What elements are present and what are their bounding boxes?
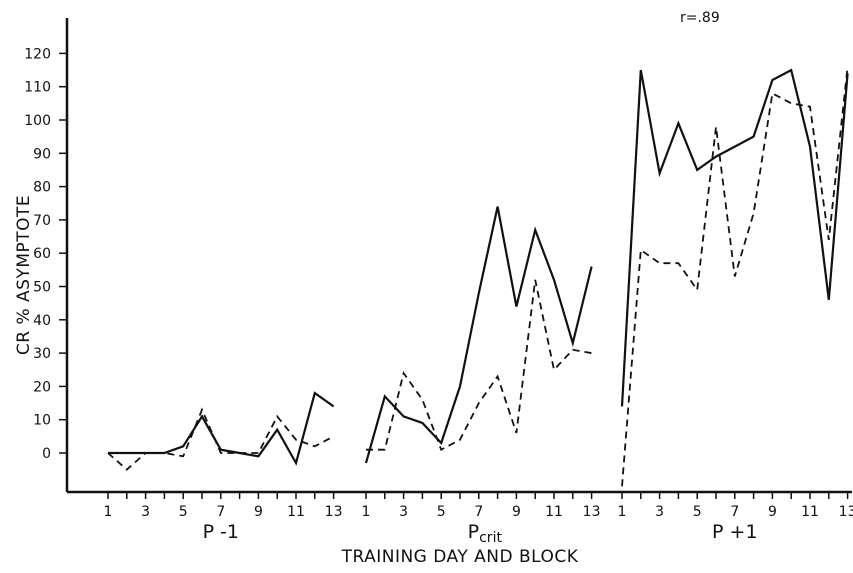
x-tick-label: 9	[254, 504, 263, 520]
x-axis-ticks: 1 3 5 7 9 11 13 1 3 5 7 9 11 13 1 3 5 7 9 11 13	[104, 492, 853, 520]
series-line-solid	[620, 68, 849, 407]
x-tick-label: 3	[655, 504, 664, 520]
y-tick-label: 20	[33, 379, 51, 395]
group-label: Pcrit	[468, 521, 503, 546]
x-tick-label: 13	[839, 504, 853, 520]
x-tick-label: 3	[399, 504, 408, 520]
y-axis-ticks: 0 10 20 30 40 50 60 70 80 90 100 110 120	[24, 46, 67, 462]
correlation-annotation: r=.89	[680, 10, 720, 26]
x-tick-label: 13	[325, 504, 343, 520]
x-tick-label: 5	[437, 504, 446, 520]
y-tick-label: 70	[33, 213, 51, 229]
y-tick-label: 10	[33, 413, 51, 429]
x-tick-label: 1	[362, 504, 371, 520]
x-tick-label: 7	[730, 504, 739, 520]
y-tick-label: 110	[24, 80, 51, 96]
series-line-dashed	[107, 407, 335, 471]
y-tick-label: 60	[33, 246, 51, 262]
group-label: P -1	[203, 521, 239, 543]
series-layer	[107, 66, 849, 487]
y-tick-label: 120	[24, 46, 51, 62]
x-tick-label: 9	[512, 504, 521, 520]
x-tick-label: 5	[179, 504, 188, 520]
y-tick-label: 30	[33, 346, 51, 362]
y-tick-label: 90	[33, 146, 51, 162]
x-tick-label: 13	[583, 504, 601, 520]
group-label: P +1	[712, 521, 758, 543]
x-tick-label: 11	[801, 504, 819, 520]
series-line-solid	[364, 206, 593, 464]
y-axis-title: CR % ASYMPTOTE	[14, 195, 34, 355]
x-axis-title: TRAINING DAY AND BLOCK	[341, 547, 579, 567]
x-tick-label: 1	[618, 504, 627, 520]
y-tick-label: 0	[42, 446, 51, 462]
series-line-dashed	[621, 66, 849, 487]
x-tick-label: 7	[474, 504, 483, 520]
x-tick-label: 5	[693, 504, 702, 520]
x-tick-label: 1	[104, 504, 113, 520]
x-tick-label: 7	[216, 504, 225, 520]
y-tick-label: 80	[33, 180, 51, 196]
x-tick-label: 11	[287, 504, 305, 520]
y-tick-label: 40	[33, 313, 51, 329]
y-tick-label: 50	[33, 280, 51, 296]
group-label-main: P	[468, 521, 479, 543]
x-tick-label: 11	[545, 504, 563, 520]
y-tick-label: 100	[24, 113, 51, 129]
x-tick-label: 3	[141, 504, 150, 520]
series-line-dashed	[366, 279, 592, 451]
group-label-subscript: crit	[479, 530, 502, 546]
x-tick-label: 9	[768, 504, 777, 520]
group-labels: P -1 Pcrit P +1	[203, 521, 758, 546]
